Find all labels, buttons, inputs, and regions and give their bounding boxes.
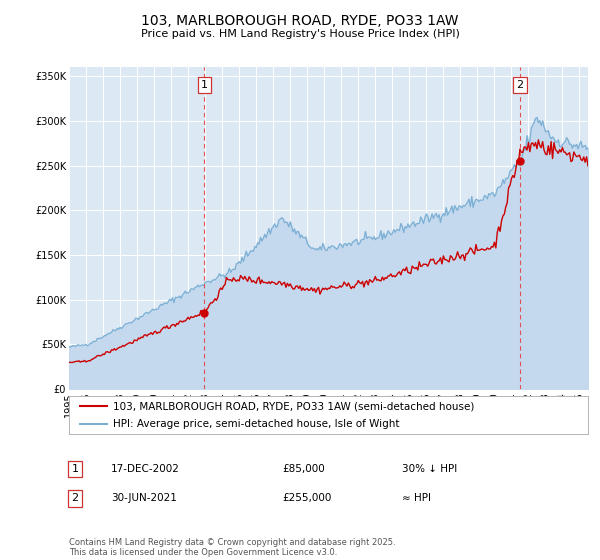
Text: 2: 2 bbox=[71, 493, 79, 503]
Text: ≈ HPI: ≈ HPI bbox=[402, 493, 431, 503]
Text: 30-JUN-2021: 30-JUN-2021 bbox=[111, 493, 177, 503]
Text: HPI: Average price, semi-detached house, Isle of Wight: HPI: Average price, semi-detached house,… bbox=[113, 419, 400, 429]
Text: 2: 2 bbox=[516, 80, 523, 90]
Text: 30% ↓ HPI: 30% ↓ HPI bbox=[402, 464, 457, 474]
Text: 1: 1 bbox=[201, 80, 208, 90]
Text: £85,000: £85,000 bbox=[282, 464, 325, 474]
Text: 103, MARLBOROUGH ROAD, RYDE, PO33 1AW: 103, MARLBOROUGH ROAD, RYDE, PO33 1AW bbox=[141, 14, 459, 28]
Text: 103, MARLBOROUGH ROAD, RYDE, PO33 1AW (semi-detached house): 103, MARLBOROUGH ROAD, RYDE, PO33 1AW (s… bbox=[113, 401, 475, 411]
Text: £255,000: £255,000 bbox=[282, 493, 331, 503]
Text: 1: 1 bbox=[71, 464, 79, 474]
Text: 17-DEC-2002: 17-DEC-2002 bbox=[111, 464, 180, 474]
Text: Contains HM Land Registry data © Crown copyright and database right 2025.
This d: Contains HM Land Registry data © Crown c… bbox=[69, 538, 395, 557]
Text: Price paid vs. HM Land Registry's House Price Index (HPI): Price paid vs. HM Land Registry's House … bbox=[140, 29, 460, 39]
